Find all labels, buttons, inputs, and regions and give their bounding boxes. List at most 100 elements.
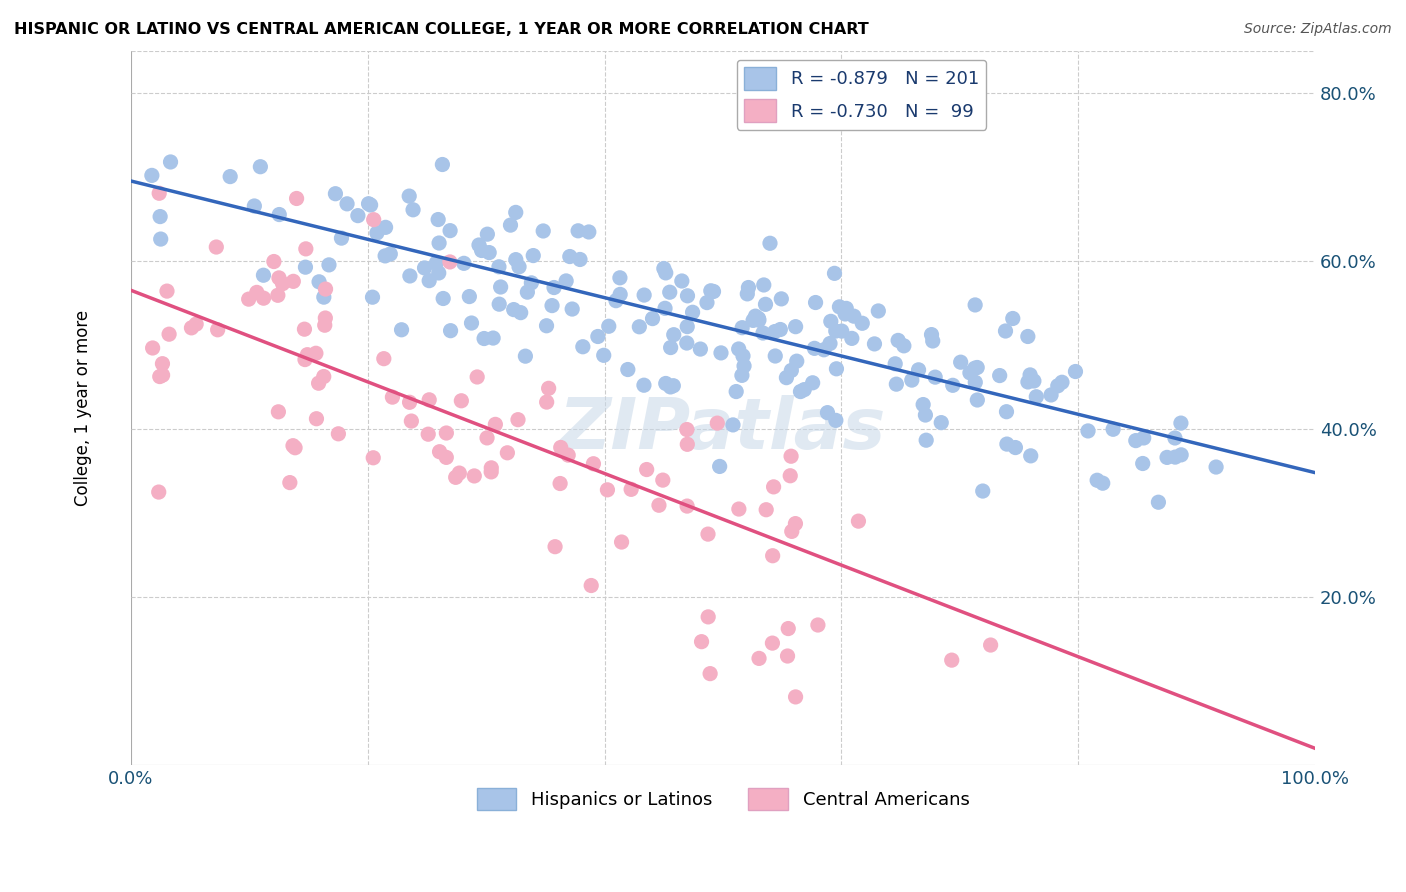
Point xyxy=(522,249,544,263)
Text: Source: ZipAtlas.com: Source: ZipAtlas.com xyxy=(1244,22,1392,37)
Point xyxy=(610,535,633,549)
Point xyxy=(1164,431,1187,445)
Point xyxy=(654,301,676,316)
Point xyxy=(785,319,807,334)
Point xyxy=(1019,449,1042,463)
Point xyxy=(159,155,181,169)
Point xyxy=(312,369,335,384)
Point xyxy=(744,309,766,323)
Point xyxy=(439,324,461,338)
Point xyxy=(941,653,963,667)
Point xyxy=(366,226,388,240)
Point xyxy=(676,319,699,334)
Point xyxy=(868,304,890,318)
Point xyxy=(824,413,846,427)
Point xyxy=(1156,450,1178,465)
Point xyxy=(449,466,471,480)
Point xyxy=(762,480,785,494)
Point xyxy=(690,634,713,648)
Text: ZIPatlas: ZIPatlas xyxy=(560,395,887,464)
Point xyxy=(295,242,318,256)
Point xyxy=(1001,311,1024,326)
Point xyxy=(249,160,271,174)
Point xyxy=(520,276,543,290)
Point xyxy=(374,220,396,235)
Point xyxy=(267,405,290,419)
Point xyxy=(294,352,316,367)
Point xyxy=(318,258,340,272)
Point xyxy=(557,448,579,462)
Point xyxy=(434,450,457,465)
Point xyxy=(548,476,571,491)
Point xyxy=(728,502,751,516)
Point xyxy=(825,361,848,376)
Point xyxy=(658,285,681,300)
Point xyxy=(648,498,671,512)
Point xyxy=(841,331,863,345)
Point xyxy=(207,323,229,337)
Point xyxy=(709,459,731,474)
Point xyxy=(702,285,724,299)
Point xyxy=(465,370,488,384)
Point xyxy=(398,395,420,409)
Point xyxy=(801,376,824,390)
Point xyxy=(425,256,447,270)
Point xyxy=(700,284,723,298)
Point xyxy=(596,483,619,497)
Point xyxy=(835,301,858,316)
Point xyxy=(721,417,744,432)
Point xyxy=(373,351,395,366)
Point xyxy=(489,280,512,294)
Point xyxy=(886,377,908,392)
Point xyxy=(267,288,290,302)
Point xyxy=(460,316,482,330)
Point xyxy=(780,363,803,377)
Point xyxy=(531,224,554,238)
Point xyxy=(776,648,799,663)
Point xyxy=(152,357,174,371)
Point xyxy=(284,441,307,455)
Point xyxy=(914,408,936,422)
Point xyxy=(148,485,170,500)
Point xyxy=(149,369,172,384)
Point xyxy=(391,323,413,337)
Point xyxy=(496,446,519,460)
Point xyxy=(887,334,910,348)
Point xyxy=(609,270,631,285)
Point xyxy=(484,417,506,432)
Point xyxy=(848,514,870,528)
Point xyxy=(834,307,856,321)
Point xyxy=(628,319,651,334)
Point xyxy=(330,231,353,245)
Text: College, 1 year or more: College, 1 year or more xyxy=(75,310,93,506)
Point xyxy=(731,368,754,383)
Point xyxy=(479,461,502,475)
Point xyxy=(509,306,531,320)
Point xyxy=(752,326,775,340)
Point xyxy=(472,332,495,346)
Point xyxy=(586,329,609,343)
Point xyxy=(789,384,811,399)
Point xyxy=(308,376,330,391)
Point xyxy=(761,636,783,650)
Point xyxy=(959,366,981,380)
Point xyxy=(439,255,461,269)
Point xyxy=(205,240,228,254)
Point xyxy=(786,354,808,368)
Point xyxy=(561,301,583,316)
Point xyxy=(755,502,778,516)
Point xyxy=(219,169,242,184)
Point xyxy=(737,286,759,301)
Point xyxy=(725,384,748,399)
Point xyxy=(659,380,682,394)
Point xyxy=(297,348,319,362)
Point xyxy=(655,266,678,280)
Point xyxy=(550,441,572,455)
Point xyxy=(463,469,485,483)
Point xyxy=(1040,388,1063,402)
Point xyxy=(915,434,938,448)
Point xyxy=(609,287,631,301)
Point xyxy=(1132,457,1154,471)
Point xyxy=(655,376,678,391)
Point xyxy=(995,405,1018,419)
